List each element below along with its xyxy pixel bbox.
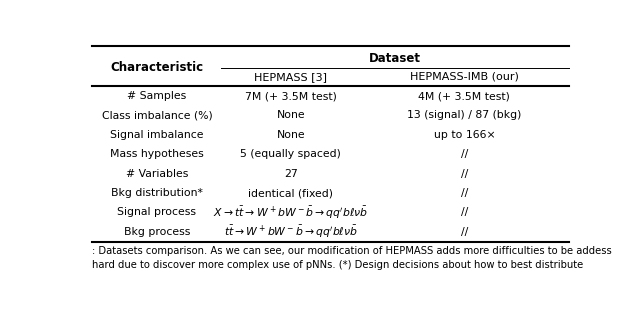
- Text: Signal imbalance: Signal imbalance: [110, 130, 204, 140]
- Text: Bkg distribution*: Bkg distribution*: [111, 188, 203, 198]
- Text: 7M (+ 3.5M test): 7M (+ 3.5M test): [245, 91, 337, 101]
- Text: Characteristic: Characteristic: [110, 61, 204, 74]
- Text: HEPMASS [3]: HEPMASS [3]: [254, 72, 327, 82]
- Text: up to 166×: up to 166×: [433, 130, 495, 140]
- Text: None: None: [276, 111, 305, 120]
- Text: Bkg process: Bkg process: [124, 227, 190, 237]
- Text: //: //: [461, 169, 468, 179]
- Text: # Samples: # Samples: [127, 91, 186, 101]
- Text: //: //: [461, 149, 468, 159]
- Text: Signal process: Signal process: [117, 208, 196, 217]
- Text: //: //: [461, 227, 468, 237]
- Text: //: //: [461, 188, 468, 198]
- Text: 13 (signal) / 87 (bkg): 13 (signal) / 87 (bkg): [407, 111, 522, 120]
- Text: Dataset: Dataset: [369, 52, 421, 65]
- Text: # Variables: # Variables: [125, 169, 188, 179]
- Text: : Datasets comparison. As we can see, our modification of HEPMASS adds more diff: : Datasets comparison. As we can see, ou…: [92, 246, 612, 256]
- Text: $X \rightarrow t\bar{t} \rightarrow W^+bW^-\bar{b} \rightarrow qq'b\ell\nu\bar{b: $X \rightarrow t\bar{t} \rightarrow W^+b…: [213, 204, 369, 220]
- Text: identical (fixed): identical (fixed): [248, 188, 333, 198]
- Text: 5 (equally spaced): 5 (equally spaced): [241, 149, 341, 159]
- Text: Mass hypotheses: Mass hypotheses: [110, 149, 204, 159]
- Text: hard due to discover more complex use of pNNs. (*) Design decisions about how to: hard due to discover more complex use of…: [92, 260, 584, 270]
- Text: //: //: [461, 208, 468, 217]
- Text: Class imbalance (%): Class imbalance (%): [102, 111, 212, 120]
- Text: $t\bar{t} \rightarrow W^+bW^-\bar{b} \rightarrow qq'b\ell\nu\bar{b}$: $t\bar{t} \rightarrow W^+bW^-\bar{b} \ri…: [224, 224, 358, 240]
- Text: 4M (+ 3.5M test): 4M (+ 3.5M test): [419, 91, 510, 101]
- Text: HEPMASS-IMB (our): HEPMASS-IMB (our): [410, 72, 519, 82]
- Text: None: None: [276, 130, 305, 140]
- Text: 27: 27: [284, 169, 298, 179]
